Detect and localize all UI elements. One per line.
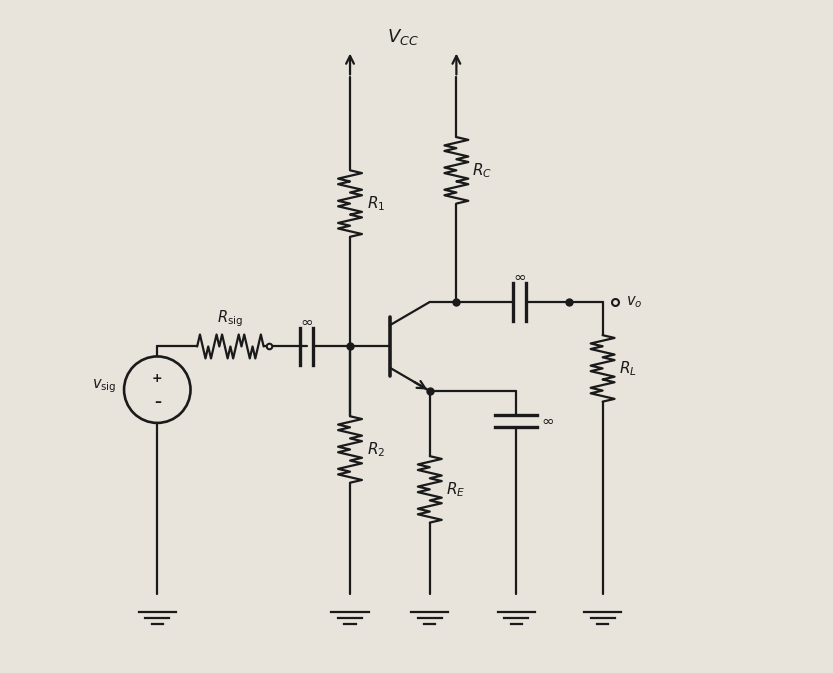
Text: $v_o$: $v_o$	[626, 294, 642, 310]
Text: $\infty$: $\infty$	[513, 269, 526, 284]
Text: $\infty$: $\infty$	[301, 314, 313, 328]
Text: $R_E$: $R_E$	[446, 480, 465, 499]
Text: +: +	[152, 372, 162, 385]
Text: $v_\mathrm{sig}$: $v_\mathrm{sig}$	[92, 378, 116, 395]
Text: $V_{CC}$: $V_{CC}$	[387, 28, 419, 47]
Text: $R_L$: $R_L$	[619, 359, 636, 378]
Text: $\infty$: $\infty$	[541, 413, 555, 429]
Text: –: –	[154, 394, 161, 409]
Text: $R_1$: $R_1$	[367, 194, 386, 213]
Text: $R_C$: $R_C$	[472, 161, 492, 180]
Text: $R_2$: $R_2$	[367, 440, 386, 459]
Text: $R_\mathrm{sig}$: $R_\mathrm{sig}$	[217, 308, 243, 328]
